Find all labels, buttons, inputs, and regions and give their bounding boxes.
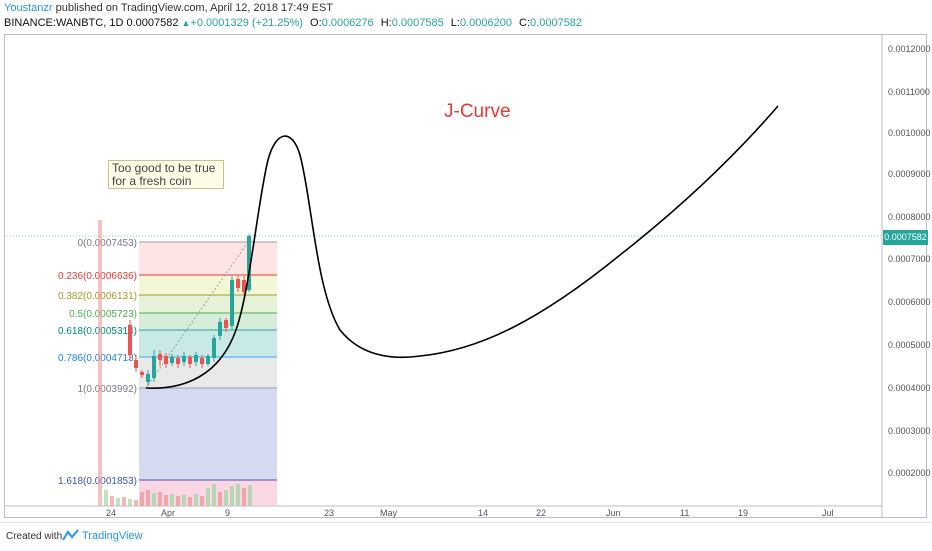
tradingview-logo-icon[interactable] [62,529,80,541]
note-line: for a fresh coin [112,174,192,188]
symbol-label[interactable]: BINANCE:WANBTC, 1D [4,17,124,29]
time-tick: Jul [822,508,834,518]
fib-level-label: 0.786(0.0004713) [58,353,137,364]
author-link[interactable]: Youstanzr [4,2,53,14]
note-callout[interactable]: Too good to be true for a fresh coin [108,160,224,189]
high-label: H: [380,17,392,29]
time-tick: May [380,508,398,518]
price-tick: 0.0003000 [888,426,931,436]
open-value: 0.0006276 [321,17,374,29]
fib-level-label: 0(0.0007453) [78,238,138,249]
price-tick: 0.0011000 [888,87,930,97]
volume-bars [98,220,252,506]
price-change: +0.0001329 (+21.25%) [190,17,303,29]
chart-frame[interactable] [4,34,927,518]
high-value: 0.0007585 [391,17,444,29]
note-line: Too good to be true [112,161,216,175]
fib-level-label: 0.236(0.0006636) [58,271,137,282]
price-tick: 0.0010000 [888,128,931,138]
fib-level-label: 0.618(0.0005314) [58,326,137,337]
price-tick: 0.0004000 [888,383,931,393]
j-curve-label[interactable]: J-Curve [444,101,511,122]
last-price-badge: 0.0007582 [883,230,928,245]
fib-level-label: 1.618(0.0001853) [58,476,137,487]
fib-level-label: 0.382(0.0006131) [58,291,137,302]
price-tick: 0.0009000 [888,169,931,179]
time-tick: 23 [324,508,334,518]
time-tick: Jun [606,508,621,518]
close-value: 0.0007582 [530,17,583,29]
footer-bar: Created with TradingView [0,522,932,551]
open-label: O: [310,17,322,29]
price-axis: 0.0012000 0.0011000 0.0010000 0.0009000 … [888,44,931,478]
time-tick: 9 [225,508,230,518]
candlesticks [128,234,251,386]
time-tick: 14 [478,508,488,518]
created-with-text: Created with [6,531,63,542]
price-tick: 0.0005000 [888,340,931,350]
tradingview-brand-link[interactable]: TradingView [82,530,143,542]
time-tick: 22 [536,508,546,518]
price-tick: 0.0007000 [888,254,931,264]
close-label: C: [519,17,531,29]
price-tick: 0.0006000 [888,297,931,307]
price-tick: 0.0008000 [888,212,931,222]
published-text: published on TradingView.com, April 12, … [55,2,334,14]
time-tick: 11 [680,508,689,518]
low-label: L: [450,17,460,29]
fib-level-label: 0.5(0.0005723) [69,309,137,320]
low-value: 0.0006200 [459,17,512,29]
time-tick: Apr [161,508,175,518]
j-curve-line[interactable] [145,105,779,389]
price-tick: 0.0002000 [888,468,931,478]
fib-level-label: 1(0.0003992) [78,384,138,395]
time-axis: 24 Apr 9 23 May 14 22 Jun 11 19 Jul [106,508,834,518]
time-tick: 24 [106,508,116,518]
last-price: 0.0007582 [126,17,179,29]
time-tick: 19 [738,508,748,518]
ohlc-legend: BINANCE:WANBTC, 1D 0.0007582 ▲+0.0001329… [4,17,582,29]
publish-info: Youstanzr published on TradingView.com, … [4,2,333,14]
price-tick: 0.0012000 [888,44,931,54]
up-arrow-icon: ▲ [181,18,191,28]
